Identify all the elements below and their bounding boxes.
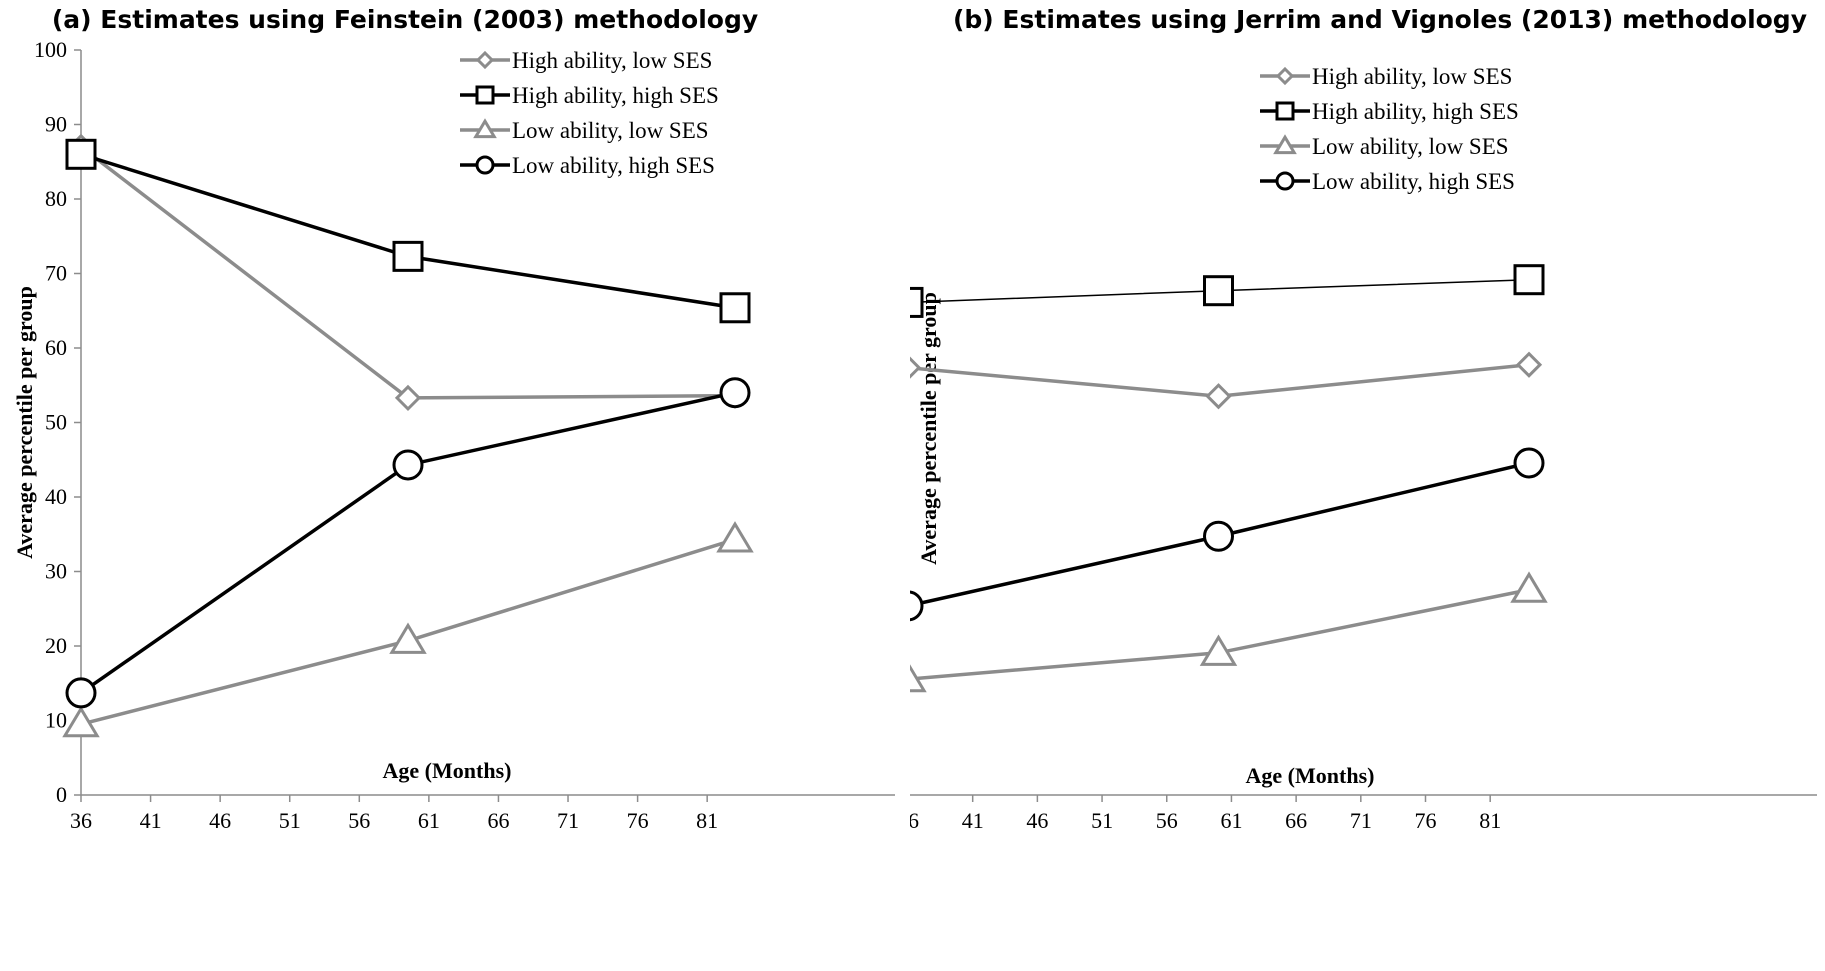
data-point xyxy=(719,292,751,324)
y-tick-label: 80 xyxy=(45,186,67,211)
chart-panel-a: (a) Estimates using Feinstein (2003) met… xyxy=(0,0,910,971)
data-point xyxy=(389,622,427,654)
chart-title: (a) Estimates using Feinstein (2003) met… xyxy=(52,5,758,34)
data-point xyxy=(1513,264,1545,296)
x-tick-label: 66 xyxy=(487,808,509,833)
legend-label: High ability, high SES xyxy=(512,83,719,108)
series-low-ability-low-ses xyxy=(910,571,1548,693)
data-point xyxy=(1510,571,1548,603)
x-tick-label: 71 xyxy=(1350,808,1372,833)
y-tick-label: 30 xyxy=(45,559,67,584)
y-tick-label: 50 xyxy=(45,410,67,435)
data-point xyxy=(716,521,754,553)
data-point xyxy=(65,138,97,170)
data-point xyxy=(1203,520,1234,552)
legend-label: Low ability, high SES xyxy=(1312,169,1515,194)
y-tick-label: 10 xyxy=(45,708,67,733)
data-point xyxy=(392,240,424,272)
legend-label: Low ability, low SES xyxy=(1312,134,1509,159)
data-point xyxy=(1205,383,1232,410)
legend-marker xyxy=(475,85,495,105)
legend-marker xyxy=(475,50,495,70)
legend-marker xyxy=(1275,101,1295,121)
series-high-ability-high-ses xyxy=(910,264,1545,318)
legend-marker xyxy=(1273,134,1297,155)
legend-entry: High ability, low SES xyxy=(1260,64,1512,89)
chart-title: (b) Estimates using Jerrim and Vignoles … xyxy=(953,5,1807,34)
legend-entry: Low ability, high SES xyxy=(1260,169,1515,194)
series-high-ability-low-ses xyxy=(910,351,1543,410)
legend-label: Low ability, high SES xyxy=(512,153,715,178)
y-axis-label: Average percentile per group xyxy=(12,286,37,559)
data-point xyxy=(1515,351,1543,378)
chart-b-svg: (b) Estimates using Jerrim and Vignoles … xyxy=(910,5,1817,833)
y-tick-label: 90 xyxy=(45,112,67,137)
data-point xyxy=(910,590,924,622)
x-tick-label: 71 xyxy=(557,808,579,833)
legend-label: High ability, low SES xyxy=(1312,64,1512,89)
data-point xyxy=(1199,634,1238,666)
legend-marker xyxy=(1275,66,1295,86)
series-low-ability-high-ses xyxy=(65,377,751,709)
x-tick-label: 46 xyxy=(1026,808,1048,833)
x-tick-label: 46 xyxy=(209,808,231,833)
y-tick-label: 100 xyxy=(34,37,67,62)
x-tick-label: 56 xyxy=(1156,808,1178,833)
data-point xyxy=(910,356,922,379)
legend-entry: Low ability, low SES xyxy=(1260,134,1509,159)
x-tick-label: 61 xyxy=(418,808,440,833)
chart-a-svg: (a) Estimates using Feinstein (2003) met… xyxy=(12,5,895,833)
series-low-ability-high-ses xyxy=(910,447,1545,622)
legend-label: High ability, high SES xyxy=(1312,99,1519,124)
legend-entry: Low ability, high SES xyxy=(460,153,715,178)
x-axis-label: Age (Months) xyxy=(383,758,512,783)
legend-label: High ability, low SES xyxy=(512,48,712,73)
data-point xyxy=(394,384,422,412)
data-point xyxy=(62,705,100,738)
data-point xyxy=(910,664,927,693)
x-tick-label: 66 xyxy=(1285,808,1307,833)
series-low-ability-low-ses xyxy=(62,521,754,738)
legend-entry: High ability, high SES xyxy=(460,83,719,108)
x-tick-label: 56 xyxy=(348,808,370,833)
y-tick-label: 0 xyxy=(56,782,67,807)
data-point xyxy=(1513,447,1545,479)
data-point xyxy=(392,449,424,481)
legend-label: Low ability, low SES xyxy=(512,118,709,143)
x-tick-label: 76 xyxy=(627,808,649,833)
data-point xyxy=(910,286,924,318)
legend-marker xyxy=(475,155,495,175)
x-tick-label: 51 xyxy=(1091,808,1113,833)
legend-marker xyxy=(1275,171,1295,191)
y-axis-label: Average percentile per group xyxy=(916,292,941,565)
y-tick-label: 20 xyxy=(45,633,67,658)
legend-entry: High ability, high SES xyxy=(1260,99,1519,124)
x-tick-label: 36 xyxy=(70,808,92,833)
legend-marker xyxy=(473,118,497,139)
chart-panel-b: (b) Estimates using Jerrim and Vignoles … xyxy=(910,0,1825,971)
legend-entry: High ability, low SES xyxy=(460,48,712,73)
x-tick-label: 36 xyxy=(910,808,919,833)
data-point xyxy=(65,677,97,709)
y-tick-label: 70 xyxy=(45,261,67,286)
x-tick-label: 76 xyxy=(1415,808,1437,833)
x-tick-label: 61 xyxy=(1220,808,1242,833)
x-axis-label: Age (Months) xyxy=(1246,763,1375,788)
legend-entry: Low ability, low SES xyxy=(460,118,709,143)
y-tick-label: 60 xyxy=(45,335,67,360)
x-tick-label: 41 xyxy=(962,808,984,833)
x-tick-label: 41 xyxy=(140,808,162,833)
data-point xyxy=(719,377,751,409)
y-tick-label: 40 xyxy=(45,484,67,509)
x-tick-label: 51 xyxy=(279,808,301,833)
data-point xyxy=(1203,275,1234,307)
series-high-ability-high-ses xyxy=(65,138,751,324)
x-tick-label: 81 xyxy=(1479,808,1501,833)
x-tick-label: 81 xyxy=(696,808,718,833)
